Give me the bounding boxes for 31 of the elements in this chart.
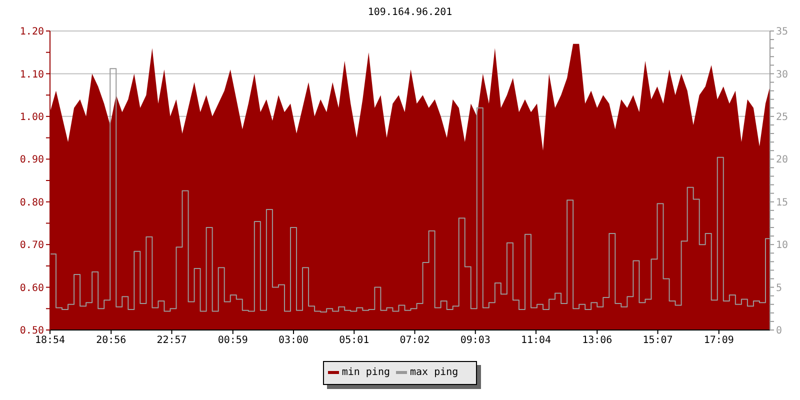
x-tick-label: 17:09 — [704, 335, 734, 346]
x-tick-label: 20:56 — [96, 335, 126, 346]
y2-tick-label: 5 — [776, 282, 782, 294]
x-tick-label: 13:06 — [582, 335, 612, 346]
x-tick-label: 07:02 — [400, 335, 430, 346]
x-tick-label: 09:03 — [460, 335, 490, 346]
x-tick-label: 03:00 — [278, 335, 309, 346]
y-tick-label: 0.80 — [20, 197, 44, 208]
y-tick-label: 0.90 — [20, 154, 44, 166]
legend-label: max ping — [410, 367, 458, 378]
chart-title: 109.164.96.201 — [366, 7, 454, 19]
x-tick-label: 05:01 — [339, 335, 370, 346]
y-tick-label: 1.20 — [20, 26, 44, 38]
x-tick-label: 00:59 — [218, 335, 248, 346]
y2-tick-label: 25 — [776, 112, 788, 123]
y2-tick-label: 35 — [776, 26, 788, 38]
x-tick-label: 18:54 — [34, 335, 66, 346]
y-tick-label: 0.50 — [20, 326, 44, 337]
y-tick-label: 0.70 — [20, 240, 44, 252]
y2-tick-label: 20 — [776, 154, 788, 166]
y2-tick-label: 10 — [776, 240, 788, 252]
y-tick-label: 1.00 — [20, 112, 44, 123]
y2-tick-label: 15 — [776, 197, 788, 208]
x-tick-label: 22:57 — [156, 335, 187, 346]
legend-label: min ping — [342, 367, 390, 378]
x-tick-label: 15:07 — [642, 335, 673, 346]
y-tick-label: 0.60 — [20, 282, 44, 294]
y-tick-label: 1.10 — [20, 69, 44, 80]
x-tick-label: 11:04 — [520, 335, 552, 346]
y2-tick-label: 30 — [776, 69, 788, 80]
y2-tick-label: 0 — [776, 326, 782, 337]
